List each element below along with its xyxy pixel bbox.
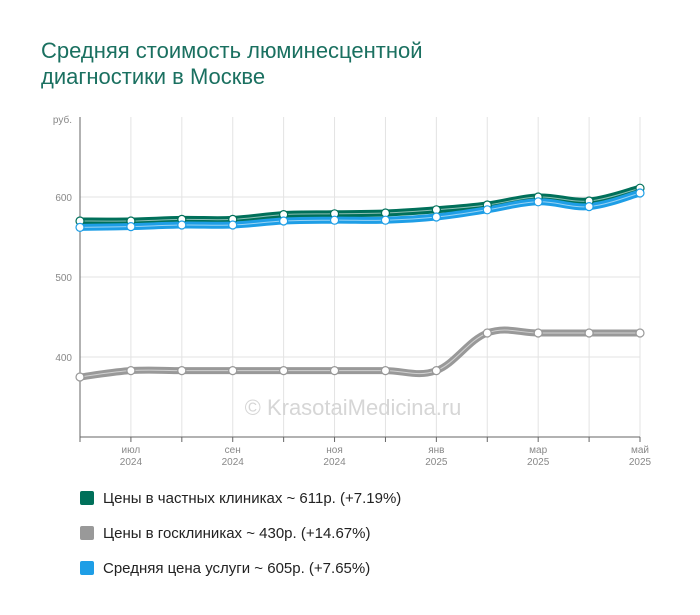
- grid: [80, 117, 641, 437]
- data-point-average: [533, 197, 543, 207]
- data-point-average: [279, 216, 289, 226]
- data-point-average: [177, 220, 187, 230]
- data-point-public: [329, 366, 340, 376]
- y-tick-label: 600: [55, 193, 72, 204]
- data-point-public: [177, 366, 187, 376]
- data-point-average: [329, 215, 340, 225]
- data-point-public: [279, 366, 289, 376]
- tick-labels: 400500600руб.июл2024сен2024ноя2024янв202…: [53, 114, 652, 468]
- data-point-average: [75, 222, 85, 232]
- data-point-public: [431, 366, 441, 376]
- x-tick-label-month: июл: [122, 445, 141, 456]
- data-point-public: [482, 328, 492, 338]
- data-point-average: [482, 205, 492, 215]
- x-tick-label-year: 2024: [222, 457, 245, 468]
- points-group: [75, 183, 645, 382]
- chart-title-line-2: диагностики в Москве: [41, 64, 266, 89]
- legend-item-private[interactable]: Цены в частных клиниках ~ 611р. (+7.19%): [80, 487, 401, 509]
- x-tick-label-month: ноя: [326, 445, 343, 456]
- legend-item-average[interactable]: Средняя цена услуги ~ 605р. (+7.65%): [80, 557, 401, 579]
- legend-label-average: Средняя цена услуги ~ 605р. (+7.65%): [103, 559, 371, 577]
- x-tick-label-month: сен: [225, 445, 241, 456]
- x-tick-label-year: 2025: [629, 457, 652, 468]
- y-axis-unit: руб.: [53, 114, 72, 126]
- legend-swatch-public: [80, 526, 94, 540]
- data-point-public: [75, 372, 85, 382]
- data-point-public: [380, 366, 391, 376]
- x-tick-label-month: мар: [529, 445, 547, 456]
- legend: Цены в частных клиниках ~ 611р. (+7.19%)…: [80, 487, 401, 592]
- x-tick-label-month: янв: [428, 445, 444, 456]
- data-point-public: [533, 328, 543, 338]
- data-point-average: [126, 222, 136, 232]
- series-group: [76, 184, 644, 381]
- data-point-average: [635, 188, 645, 198]
- legend-label-public: Цены в госклиниках ~ 430р. (+14.67%): [103, 524, 371, 542]
- y-tick-label: 400: [55, 353, 72, 364]
- x-tick-label-year: 2025: [527, 457, 550, 468]
- legend-swatch-average: [80, 561, 94, 575]
- watermark: © KrasotaiMedicina.ru: [245, 395, 462, 420]
- legend-swatch-private: [80, 491, 94, 505]
- x-tick-label-month: май: [631, 445, 649, 456]
- data-point-public: [584, 328, 594, 338]
- data-point-average: [431, 212, 441, 222]
- data-point-public: [228, 366, 238, 376]
- x-tick-label-year: 2024: [120, 457, 143, 468]
- x-tick-label-year: 2025: [425, 457, 448, 468]
- chart-title-line-1: Средняя стоимость люминесцентной: [41, 38, 423, 63]
- chart-title: Средняя стоимость люминесцентной диагнос…: [41, 38, 601, 90]
- axes: [79, 117, 641, 442]
- legend-item-public[interactable]: Цены в госклиниках ~ 430р. (+14.67%): [80, 522, 401, 544]
- legend-label-private: Цены в частных клиниках ~ 611р. (+7.19%): [103, 489, 402, 507]
- data-point-public: [635, 328, 645, 338]
- data-point-average: [584, 202, 594, 212]
- x-tick-label-year: 2024: [323, 457, 346, 468]
- y-tick-label: 500: [55, 273, 72, 284]
- data-point-public: [126, 366, 136, 376]
- line-chart: © KrasotaiMedicina.ru 400500600руб.июл20…: [53, 114, 652, 468]
- data-point-average: [380, 215, 391, 225]
- data-point-average: [228, 220, 238, 230]
